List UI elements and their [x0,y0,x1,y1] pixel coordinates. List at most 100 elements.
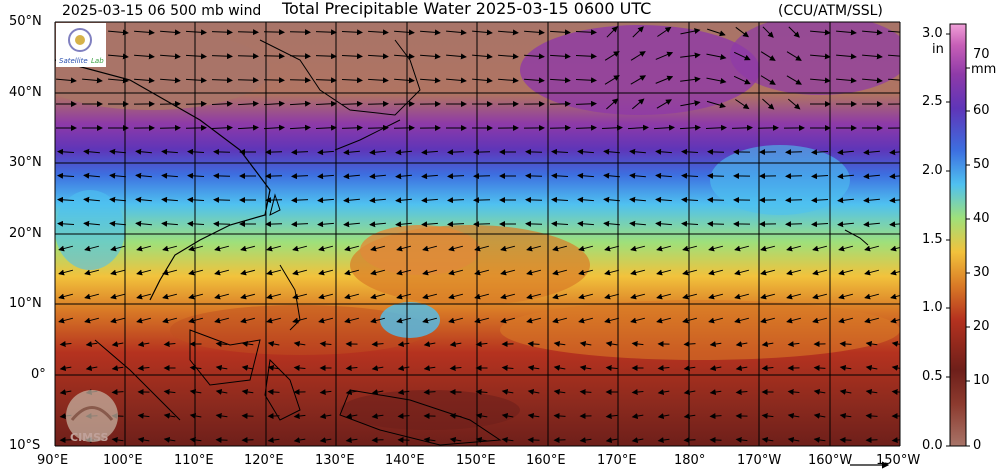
wind-arrow [551,220,569,227]
wind-arrow [134,29,155,36]
wind-arrow [371,437,384,444]
wind-arrow [655,196,672,203]
wind-arrow [578,269,594,276]
wind-arrow [185,29,207,36]
wind-arrow [735,26,749,38]
wind-arrow [656,317,672,324]
wind-arrow [137,365,150,372]
cimss-logo: CIMSS [66,390,118,444]
cb-mm-30: 30 [973,265,990,280]
svg-text:Lab: Lab [91,57,104,65]
wind-arrow [240,293,256,300]
wind-arrow [111,365,124,372]
wind-arrow [863,149,880,156]
wind-arrow [577,172,594,179]
cb-mm-0: 0 [973,438,982,453]
lon-label-160w: 160°W [808,453,853,468]
wind-arrow [550,29,571,36]
wind-arrow [161,196,178,203]
cb-in-2.5: 2.5 [922,94,943,109]
wind-arrow [526,317,542,324]
wind-arrow [394,53,415,60]
wind-arrow [707,172,725,179]
wind-arrow [134,77,155,84]
source-label: (CCU/ATM/SSL) [778,3,883,19]
wind-arrow [237,53,259,60]
wind-arrow [605,437,618,444]
wind-arrow [317,197,334,204]
wind-arrow [237,100,259,107]
wind-arrow [315,29,337,36]
wind-arrow [811,173,829,180]
wind-arrow [682,269,698,276]
wind-arrow [420,77,441,84]
wind-arrow [345,413,358,420]
wind-arrow [396,269,412,276]
wind-arrow [708,293,724,300]
wind-arrow [163,436,176,443]
wind-arrow [446,77,467,84]
wind-arrow [447,197,465,204]
lat-label-10s: 10°S [9,438,41,453]
wind-arrow [888,30,900,33]
wind-arrow [761,365,774,372]
colorbar-ticks [946,33,970,447]
wind-arrow [161,172,178,179]
wind-arrow [318,269,334,276]
wind-arrow [371,389,384,396]
lon-label-170e: 170°E [597,453,637,468]
wind-arrow [601,124,623,131]
lon-label-170w: 170°W [737,453,782,468]
wind-arrow [811,221,829,228]
wind-arrow [84,317,100,324]
wind-arrow [630,317,646,324]
wind-arrow [422,245,438,252]
wind-arrow [575,100,597,107]
wind-arrow [315,100,337,107]
wind-arrow [707,28,726,37]
wind-arrow [551,196,569,203]
lon-label-100e: 100°E [103,453,143,468]
cb-in-0.0: 0.0 [922,438,943,453]
wind-arrow [603,220,620,227]
wind-arrow [109,220,126,227]
wind-arrow [706,77,727,84]
wind-arrow [110,293,126,300]
wind-arrow [163,341,176,348]
wind-arrow [215,388,228,395]
wind-arrow [527,388,540,395]
wind-arrow [319,340,332,347]
wind-arrow [396,293,412,300]
wind-arrow [735,389,748,396]
wind-arrow [810,77,831,84]
wind-arrow [134,53,155,60]
wind-arrow [734,269,750,276]
wind-arrow [578,317,594,324]
wind-arrow [527,340,540,347]
wind-arrow [422,293,438,300]
wind-arrow [292,317,308,324]
wind-arrow [862,53,883,60]
wind-arrow [57,172,75,179]
wind-arrow [213,172,231,179]
wind-arrow [213,196,231,203]
lon-label-150e: 150°E [456,453,496,468]
wind-arrow [421,221,438,228]
wind-arrow [83,148,100,155]
wind-arrow [58,293,74,300]
wind-arrow [215,412,228,419]
wind-arrow [291,173,309,180]
wind-arrow [214,293,230,300]
wind-arrow [215,364,228,371]
wind-arrow [475,436,488,443]
wind-arrow [888,54,900,57]
wind-arrow [812,317,828,324]
wind-arrow [344,269,360,276]
wind-arrow [135,220,152,227]
wind-arrow [267,388,280,395]
wind-arrow [423,365,436,372]
wind-arrow [552,245,568,252]
wind-arrow [838,317,854,324]
wind-arrow [317,221,334,228]
wind-arrow [760,269,776,276]
